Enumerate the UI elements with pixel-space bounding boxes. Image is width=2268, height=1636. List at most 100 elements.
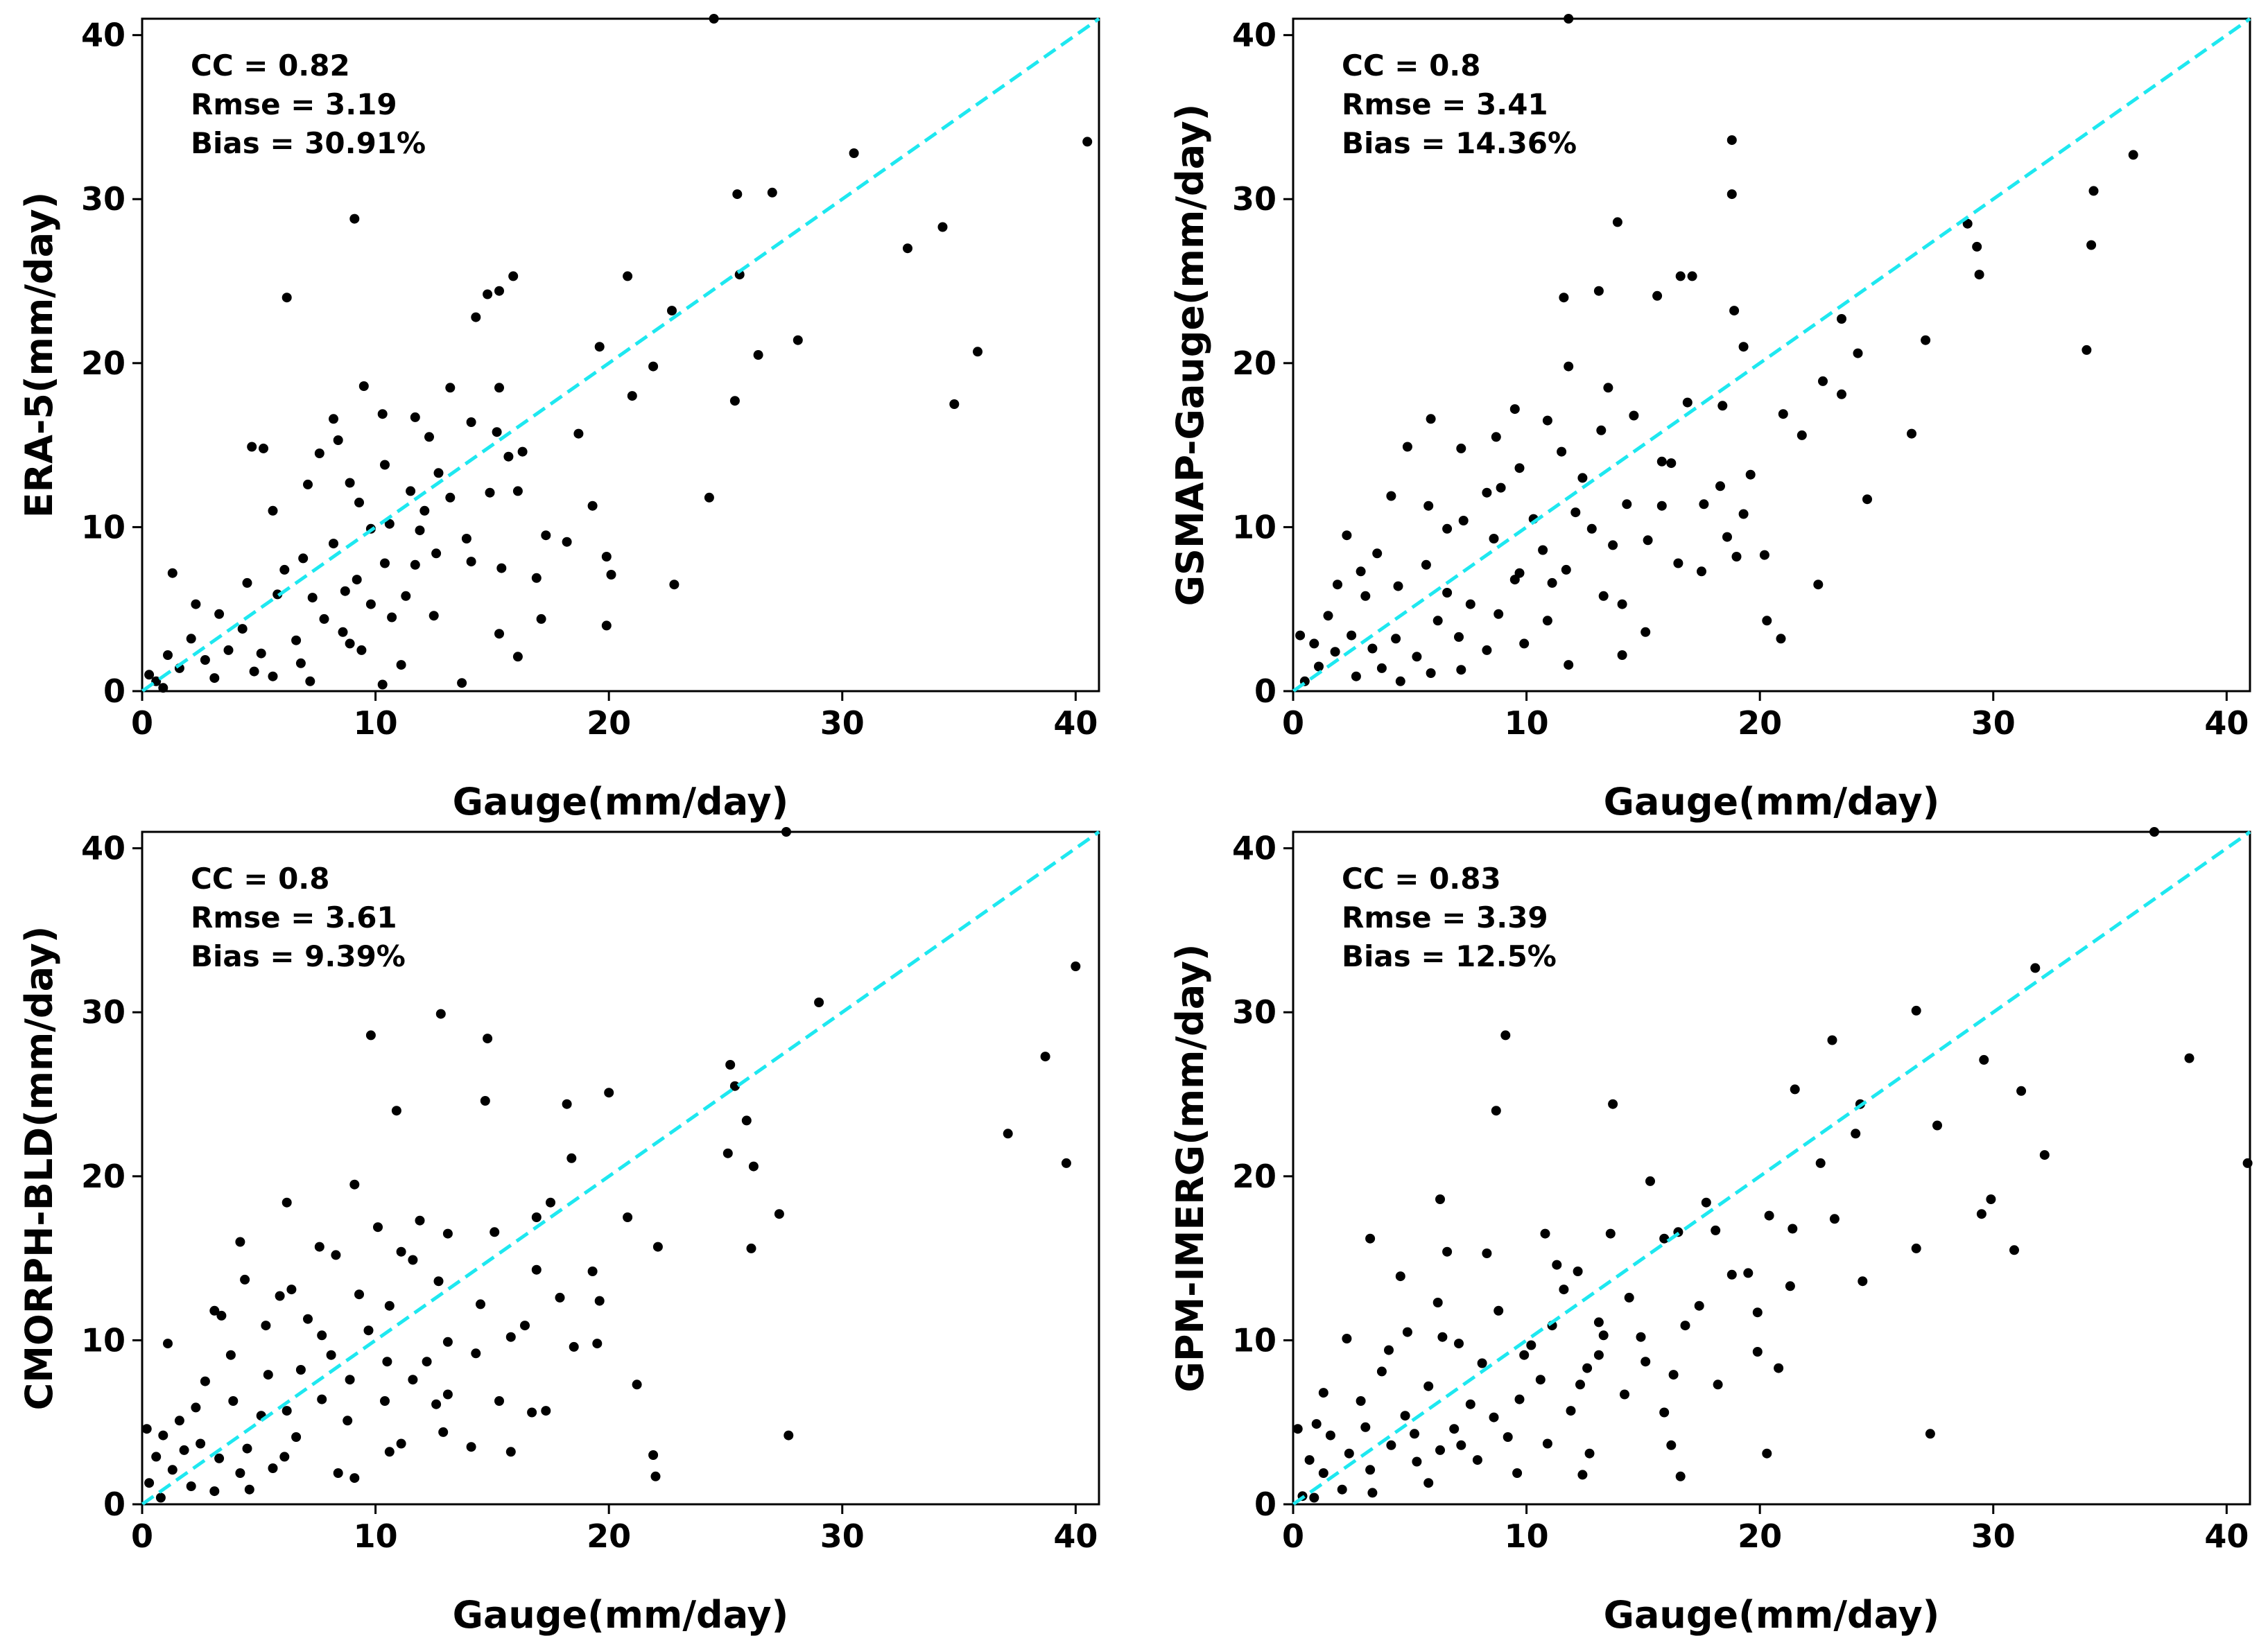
- data-point: [223, 645, 234, 655]
- data-point: [442, 1337, 453, 1347]
- data-point: [1519, 638, 1530, 649]
- stat-cc: CC = 0.8: [1342, 49, 1480, 82]
- data-point: [349, 214, 360, 224]
- axis-ticks: 0 10 20 30 40 0 10 20 30 40: [81, 17, 1098, 742]
- data-point: [1538, 545, 1548, 555]
- data-point: [291, 1432, 302, 1442]
- data-point: [228, 1396, 239, 1406]
- data-point: [1797, 430, 1807, 440]
- data-point: [1292, 1424, 1303, 1434]
- data-point: [1752, 1347, 1763, 1357]
- data-point: [1367, 643, 1378, 654]
- data-point: [1386, 491, 1396, 501]
- data-point: [1596, 425, 1607, 435]
- data-point: [1400, 1411, 1410, 1421]
- data-point: [1726, 1269, 1737, 1280]
- data-point: [380, 558, 390, 568]
- data-point: [1491, 1106, 1501, 1116]
- x-tick-label: 40: [2204, 1517, 2249, 1555]
- data-point: [244, 1484, 254, 1495]
- data-point: [1491, 432, 1501, 442]
- data-point: [349, 1473, 360, 1483]
- data-point: [317, 1330, 327, 1341]
- y-tick-label: 0: [1254, 1486, 1276, 1523]
- data-point: [345, 1375, 355, 1385]
- y-tick-label: 30: [81, 180, 125, 218]
- x-tick-label: 10: [1505, 704, 1549, 742]
- data-point: [291, 635, 302, 645]
- data-point: [587, 501, 598, 511]
- data-point: [1738, 509, 1749, 519]
- y-tick-label: 20: [1232, 345, 1276, 382]
- data-point: [445, 383, 456, 393]
- data-point: [1729, 306, 1740, 316]
- data-point: [1426, 414, 1436, 424]
- data-point: [1402, 442, 1412, 452]
- axis-ticks: 0 10 20 30 40 0 10 20 30 40: [81, 830, 1098, 1555]
- data-point: [1641, 627, 1651, 637]
- data-point: [1449, 1424, 1460, 1434]
- stat-bias: Bias = 12.5%: [1342, 939, 1557, 973]
- plot-frame: [1292, 17, 2251, 693]
- data-point: [1435, 1194, 1445, 1204]
- data-point: [1603, 383, 1613, 393]
- data-point: [784, 1430, 794, 1441]
- x-axis-label: Gauge(mm/day): [453, 1593, 789, 1636]
- data-point: [422, 1357, 432, 1367]
- data-point: [331, 1250, 341, 1260]
- data-point: [1494, 609, 1504, 619]
- data-point: [1295, 630, 1306, 641]
- data-point: [1675, 271, 1686, 281]
- data-point: [1376, 663, 1387, 673]
- data-point: [573, 428, 584, 439]
- x-tick-label: 0: [1282, 704, 1304, 742]
- data-point: [196, 1438, 206, 1449]
- data-point: [1620, 1389, 1629, 1400]
- data-point: [1617, 599, 1627, 609]
- stat-rmse: Rmse = 3.41: [1342, 87, 1548, 121]
- data-point: [435, 1009, 446, 1019]
- x-tick-label: 40: [1053, 1517, 1098, 1555]
- data-point: [1974, 270, 1984, 280]
- data-point: [275, 1291, 285, 1301]
- data-point: [1435, 1445, 1445, 1455]
- data-point: [1514, 568, 1525, 578]
- data-point: [442, 1389, 453, 1400]
- data-point: [261, 1321, 271, 1331]
- data-point: [517, 446, 528, 457]
- data-point: [354, 497, 364, 507]
- data-point: [508, 271, 519, 281]
- data-point: [295, 658, 306, 668]
- y-tick-label: 0: [103, 672, 125, 710]
- data-point: [1582, 1363, 1593, 1373]
- data-point: [1412, 652, 1422, 662]
- x-tick-label: 30: [1971, 704, 2016, 742]
- data-point: [256, 648, 266, 659]
- data-point: [200, 655, 210, 665]
- data-point: [1643, 535, 1653, 546]
- data-point: [512, 652, 523, 662]
- data-point: [158, 1430, 168, 1441]
- y-axis-label: ERA-5(mm/day): [17, 192, 61, 519]
- data-point: [141, 1424, 152, 1434]
- data-point: [442, 1228, 453, 1239]
- one-to-one-line: [1292, 17, 2251, 693]
- x-tick-label: 40: [1053, 704, 1098, 742]
- data-point: [1979, 1054, 1989, 1065]
- data-point: [1494, 1305, 1504, 1316]
- data-point: [363, 1325, 374, 1336]
- data-point: [1423, 501, 1434, 511]
- stat-cc: CC = 0.83: [1342, 862, 1501, 896]
- data-point: [483, 1034, 493, 1044]
- data-point: [1586, 523, 1597, 534]
- data-point: [1675, 1471, 1686, 1481]
- data-point: [282, 1197, 292, 1208]
- data-point: [1699, 499, 1709, 510]
- data-point: [380, 460, 390, 470]
- x-tick-label: 0: [131, 704, 153, 742]
- data-point: [1641, 1357, 1651, 1367]
- data-point: [492, 427, 502, 437]
- data-point: [1976, 1209, 1986, 1219]
- data-point: [1837, 389, 1846, 399]
